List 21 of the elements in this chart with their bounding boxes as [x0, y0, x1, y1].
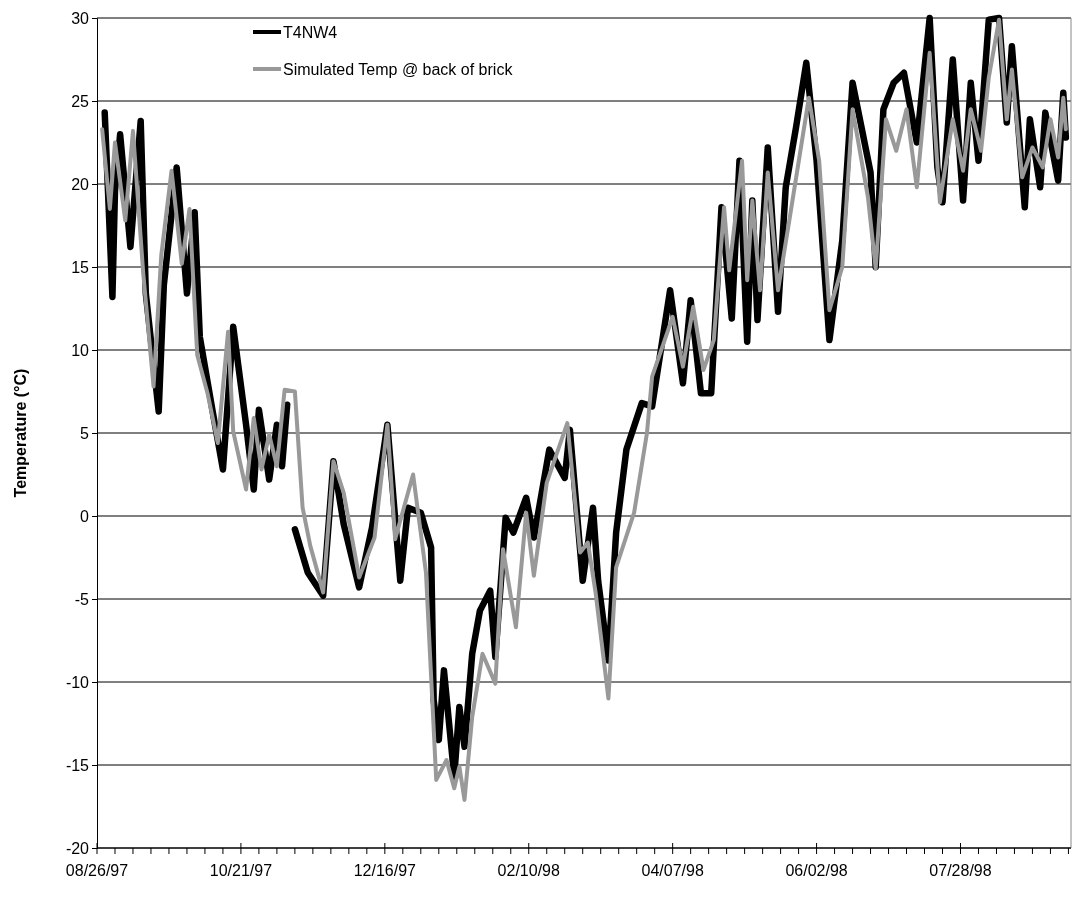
y-tick-label: 5 — [80, 424, 90, 442]
legend-label: T4NW4 — [283, 24, 338, 41]
y-tick-label: -15 — [65, 756, 90, 774]
y-tick-label: -10 — [65, 673, 90, 691]
y-tick-label: 20 — [71, 175, 90, 193]
x-tick-label: 07/28/98 — [929, 862, 992, 879]
x-tick-label: 08/26/97 — [65, 862, 129, 879]
x-tick-label: 06/02/98 — [785, 862, 848, 879]
x-tick-label: 02/10/98 — [497, 862, 560, 879]
y-tick-label: 25 — [71, 92, 90, 110]
y-tick-label: -20 — [65, 839, 90, 857]
y-tick-label: -5 — [74, 590, 90, 608]
y-tick-label: 30 — [71, 9, 90, 27]
legend-label: Simulated Temp @ back of brick — [283, 61, 514, 78]
y-axis-title: Temperature (°C) — [12, 368, 29, 498]
y-tick-label: 10 — [71, 341, 90, 359]
y-tick-label: 15 — [71, 258, 90, 276]
x-tick-label: 12/16/97 — [353, 862, 417, 879]
x-tick-label: 04/07/98 — [641, 862, 704, 879]
y-tick-label: 0 — [80, 507, 90, 525]
x-tick-label: 10/21/97 — [209, 862, 273, 879]
